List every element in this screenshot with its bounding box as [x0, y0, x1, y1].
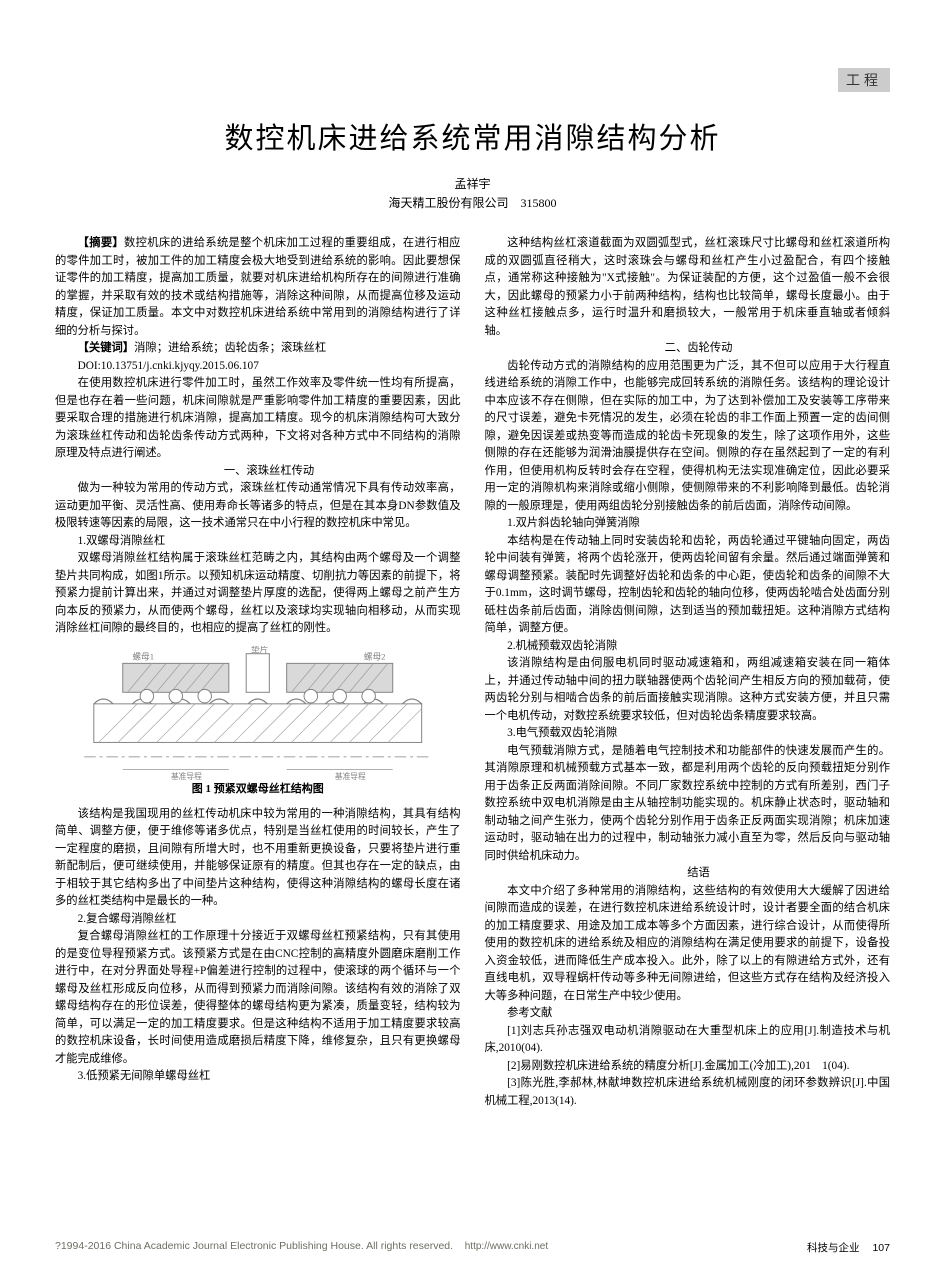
- section-2-2-heading: 2.机械预载双齿轮消隙: [485, 638, 891, 656]
- footer-copyright: ?1994-2016 China Academic Journal Electr…: [55, 1240, 548, 1252]
- svg-text:螺母2: 螺母2: [364, 651, 386, 661]
- svg-text:基准导程: 基准导程: [335, 771, 366, 781]
- section-1-1-paragraph: 双螺母消隙丝杠结构属于滚珠丝杠范畴之内，其结构由两个螺母及一个调整垫片共同构成，…: [55, 550, 461, 638]
- reference-2: [2]易刚数控机床进给系统的精度分析[J].金属加工(冷加工),201 1(04…: [485, 1058, 891, 1076]
- page-footer: ?1994-2016 China Academic Journal Electr…: [55, 1240, 890, 1255]
- section-2-heading: 二、齿轮传动: [485, 340, 891, 358]
- svg-text:垫片: 垫片: [251, 646, 268, 654]
- conclusion-heading: 结语: [485, 865, 891, 883]
- footer-journal-name: 科技与企业: [807, 1242, 860, 1254]
- section-1-3-heading: 3.低预紧无间隙单螺母丝杠: [55, 1068, 461, 1086]
- section-1-2-heading: 2.复合螺母消隙丝杠: [55, 911, 461, 929]
- keywords-text: 消隙；进给系统；齿轮齿条；滚珠丝杠: [134, 342, 326, 354]
- intro-paragraph: 在使用数控机床进行零件加工时，虽然工作效率及零件统一性均有所提高，但是也存在着一…: [55, 375, 461, 463]
- references-block: 参考文献 [1]刘志兵孙志强双电动机消隙驱动在大重型机床上的应用[J].制造技术…: [485, 1005, 891, 1110]
- conclusion-paragraph: 本文中介绍了多种常用的消隙结构，这些结构的有效使用大大缓解了因进给间隙而造成的误…: [485, 883, 891, 1006]
- author-name: 孟祥宇: [55, 175, 890, 194]
- author-affiliation: 海天精工股份有限公司 315800: [55, 194, 890, 213]
- references-heading: 参考文献: [485, 1005, 891, 1023]
- abstract-label: 【摘要】: [78, 237, 124, 249]
- section-2-2-paragraph: 该消隙结构是由伺服电机同时驱动减速箱和，两组减速箱安装在同一箱体上，并通过传动轴…: [485, 655, 891, 725]
- section-1-2-paragraph: 复合螺母消隙丝杠的工作原理十分接近于双螺母丝杠预紧结构，只有其使用的是变位导程预…: [55, 928, 461, 1068]
- doi-line: DOI:10.13751/j.cnki.kjyqy.2015.06.107: [55, 358, 461, 376]
- section-2-1-paragraph: 本结构是在传动轴上同时安装齿轮和齿轮，两齿轮通过平键轴向固定，两齿轮中间装有弹簧…: [485, 533, 891, 638]
- page-number: 107: [872, 1242, 890, 1254]
- abstract-paragraph: 【摘要】数控机床的进给系统是整个机床加工过程的重要组成，在进行相应的零件加工时，…: [55, 235, 461, 340]
- section-1-intro: 做为一种较为常用的传动方式，滚珠丝杠传动通常情况下具有传动效率高，运动更加平衡、…: [55, 480, 461, 533]
- keywords-label: 【关键词】: [78, 342, 135, 354]
- article-title: 数控机床进给系统常用消隙结构分析: [55, 115, 890, 157]
- abstract-text: 数控机床的进给系统是整个机床加工过程的重要组成，在进行相应的零件加工时，被加工件…: [55, 237, 461, 337]
- section-1-3-paragraph: 这种结构丝杠滚道截面为双圆弧型式，丝杠滚珠尺寸比螺母和丝杠滚道所构成的双圆弧直径…: [485, 235, 891, 340]
- svg-text:螺母1: 螺母1: [132, 651, 154, 661]
- section-2-intro: 齿轮传动方式的消隙结构的应用范围更为广泛，其不但可以应用于大行程直线进给系统的消…: [485, 358, 891, 516]
- category-tag: 工程: [838, 68, 890, 92]
- section-2-3-heading: 3.电气预载双齿轮消隙: [485, 725, 891, 743]
- footer-copyright-text: ?1994-2016 China Academic Journal Electr…: [55, 1240, 453, 1252]
- footer-url: http://www.cnki.net: [465, 1241, 548, 1252]
- section-1-1-heading: 1.双螺母消隙丝杠: [55, 533, 461, 551]
- figure-1: 螺母1 螺母2 垫片 基准导程 基准导程 图 1 预紧双螺母丝杠结构图: [55, 646, 461, 798]
- svg-text:基准导程: 基准导程: [171, 771, 202, 781]
- figure-1-diagram: 螺母1 螺母2 垫片 基准导程 基准导程: [55, 646, 461, 781]
- body-columns: 【摘要】数控机床的进给系统是整个机床加工过程的重要组成，在进行相应的零件加工时，…: [55, 235, 890, 1110]
- keywords-paragraph: 【关键词】消隙；进给系统；齿轮齿条；滚珠丝杠: [55, 340, 461, 358]
- author-block: 孟祥宇 海天精工股份有限公司 315800: [55, 175, 890, 213]
- section-1-after-fig: 该结构是我国现用的丝杠传动机床中较为常用的一种消隙结构，其具有结构简单、调整方便…: [55, 806, 461, 911]
- figure-1-caption: 图 1 预紧双螺母丝杠结构图: [55, 781, 461, 798]
- footer-journal: 科技与企业 107: [807, 1240, 890, 1255]
- section-1-heading: 一、滚珠丝杠传动: [55, 463, 461, 481]
- reference-1: [1]刘志兵孙志强双电动机消隙驱动在大重型机床上的应用[J].制造技术与机床,2…: [485, 1023, 891, 1058]
- section-2-3-paragraph: 电气预载消隙方式，是随着电气控制技术和功能部件的快速发展而产生的。其消隙原理和机…: [485, 743, 891, 866]
- reference-3: [3]陈光胜,李郝林,林献坤数控机床进给系统机械刚度的闭环参数辨识[J].中国机…: [485, 1075, 891, 1110]
- section-2-1-heading: 1.双片斜齿轮轴向弹簧消隙: [485, 515, 891, 533]
